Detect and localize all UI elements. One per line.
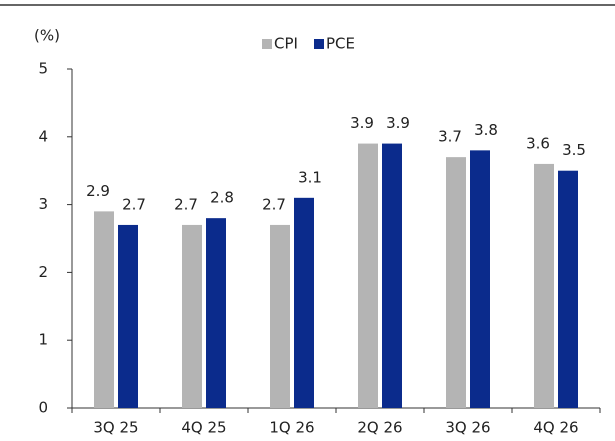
data-label: 2.9 bbox=[86, 182, 110, 200]
bar bbox=[270, 224, 290, 408]
data-label: 3.9 bbox=[350, 114, 374, 132]
y-tick-label: 3 bbox=[38, 195, 48, 213]
y-tick-label: 2 bbox=[38, 263, 48, 281]
data-label: 3.6 bbox=[526, 134, 550, 152]
x-tick-label: 1Q 26 bbox=[269, 419, 314, 437]
bar bbox=[534, 163, 554, 408]
y-tick-label: 0 bbox=[38, 399, 48, 417]
bar bbox=[94, 211, 114, 408]
data-label: 2.8 bbox=[210, 189, 234, 207]
bar bbox=[182, 224, 202, 408]
data-label: 2.7 bbox=[174, 195, 198, 213]
legend-label: CPI bbox=[274, 35, 298, 53]
y-tick-label: 1 bbox=[38, 331, 48, 349]
x-tick-label: 3Q 26 bbox=[445, 419, 490, 437]
legend-swatch bbox=[262, 39, 272, 49]
legend-label: PCE bbox=[326, 35, 355, 53]
x-tick-label: 3Q 25 bbox=[93, 419, 138, 437]
data-label: 3.9 bbox=[386, 114, 410, 132]
bar bbox=[470, 150, 490, 409]
bar bbox=[206, 218, 226, 408]
data-label: 2.7 bbox=[122, 195, 146, 213]
x-tick-label: 2Q 26 bbox=[357, 419, 402, 437]
y-tick-label: 4 bbox=[38, 127, 48, 145]
bar bbox=[558, 170, 578, 408]
data-label: 2.7 bbox=[262, 195, 286, 213]
bar bbox=[294, 197, 314, 408]
bar bbox=[358, 143, 378, 408]
x-tick-label: 4Q 25 bbox=[181, 419, 226, 437]
x-tick-label: 4Q 26 bbox=[533, 419, 578, 437]
bar bbox=[446, 157, 466, 408]
data-label: 3.7 bbox=[438, 128, 462, 146]
y-tick-label: 5 bbox=[38, 60, 48, 78]
y-axis-label: (%) bbox=[34, 27, 60, 45]
bar bbox=[118, 224, 138, 408]
bar bbox=[382, 143, 402, 408]
data-label: 3.8 bbox=[474, 121, 498, 139]
data-label: 3.1 bbox=[298, 168, 322, 186]
legend-swatch bbox=[314, 39, 324, 49]
data-label: 3.5 bbox=[562, 141, 586, 159]
